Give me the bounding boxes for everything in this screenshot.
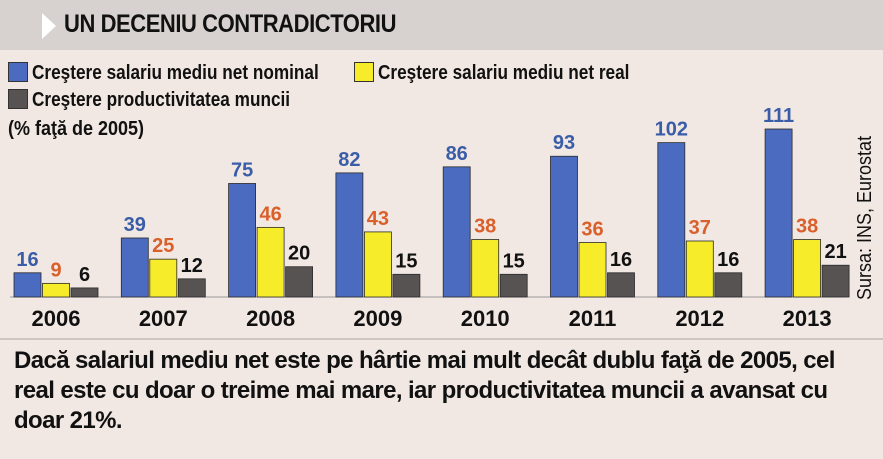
legend-item-nominal: Creştere salariu mediu net nominal	[8, 62, 365, 85]
bar-series-2-2011	[607, 272, 635, 298]
source-note: Sursa: INS, Eurostat	[854, 118, 877, 300]
data-label-series-2-2012: 16	[717, 249, 739, 271]
x-tick-label-2013: 2013	[783, 306, 832, 331]
legend-swatch-productivity	[8, 89, 28, 109]
unit-note: (% faţă de 2005)	[8, 118, 145, 140]
x-tick-label-2008: 2008	[246, 306, 295, 331]
bar-series-0-2012	[657, 142, 686, 298]
data-label-series-0-2009: 82	[338, 149, 360, 171]
source-text: Sursa: INS, Eurostat	[854, 135, 876, 300]
x-tick-label-2006: 2006	[32, 306, 81, 331]
bar-series-1-2006	[42, 282, 70, 298]
legend-label-productivity: Creştere productivitatea muncii	[32, 89, 291, 111]
bar-series-1-2007	[149, 258, 178, 298]
divider	[0, 338, 883, 340]
bar-chart: 16 9 6 2006 39 25 12 2007 75 46 20 2008 82 43 15 2009 86…	[10, 105, 850, 331]
data-label-series-0-2007: 39	[124, 214, 146, 236]
data-label-series-1-2007: 25	[152, 235, 174, 257]
bar-series-0-2008	[228, 183, 257, 298]
data-label-series-0-2010: 86	[446, 143, 468, 165]
bar-series-0-2010	[442, 166, 471, 298]
data-label-series-1-2011: 36	[581, 219, 603, 241]
data-label-series-2-2006: 6	[79, 264, 90, 286]
data-label-series-0-2013: 111	[763, 105, 794, 127]
bar-series-1-2010	[471, 239, 500, 298]
legend-label-real: Creştere salariu mediu net real	[378, 62, 630, 84]
data-label-series-0-2008: 75	[231, 159, 253, 181]
bar-series-2-2010	[499, 273, 528, 298]
data-label-series-1-2013: 38	[796, 215, 818, 237]
bar-series-2-2007	[177, 278, 206, 298]
data-label-series-0-2006: 16	[16, 249, 38, 271]
bar-series-0-2013	[764, 128, 793, 298]
legend-item-productivity: Creştere productivitatea muncii	[8, 89, 332, 112]
title-band: UN DECENIU CONTRADICTORIU	[0, 0, 883, 50]
data-label-series-1-2006: 9	[50, 259, 61, 281]
x-tick-label-2012: 2012	[675, 306, 724, 331]
data-label-series-2-2007: 12	[181, 255, 203, 277]
chart-title: UN DECENIU CONTRADICTORIU	[64, 10, 397, 38]
bar-series-0-2007	[120, 237, 149, 298]
bar-series-0-2006	[13, 272, 42, 298]
bar-series-0-2009	[335, 172, 364, 298]
bar-series-1-2012	[685, 240, 714, 298]
bar-series-2-2009	[392, 273, 421, 298]
legend-swatch-nominal	[8, 62, 28, 82]
data-label-series-2-2008: 20	[288, 243, 310, 265]
legend-label-nominal: Creştere salariu mediu net nominal	[32, 62, 319, 84]
data-label-series-0-2011: 93	[553, 132, 575, 154]
bar-series-1-2008	[256, 226, 285, 298]
bar-series-2-2013	[821, 264, 850, 298]
data-label-series-0-2012: 102	[655, 119, 688, 141]
data-label-series-2-2013: 21	[824, 241, 846, 263]
data-label-series-1-2009: 43	[367, 208, 389, 230]
x-tick-label-2010: 2010	[461, 306, 510, 331]
bar-series-1-2011	[578, 242, 607, 298]
bar-series-0-2011	[550, 155, 578, 298]
x-tick-label-2009: 2009	[353, 306, 402, 331]
data-label-series-2-2011: 16	[610, 249, 632, 271]
bar-series-2-2006	[70, 287, 99, 298]
legend-swatch-real	[354, 62, 374, 82]
data-label-series-2-2010: 15	[503, 250, 525, 272]
bar-series-1-2009	[363, 231, 392, 298]
bar-series-2-2008	[285, 266, 314, 298]
x-tick-label-2011: 2011	[569, 306, 617, 331]
bar-series-2-2012	[714, 272, 743, 298]
data-label-series-1-2008: 46	[259, 203, 281, 225]
data-label-series-2-2009: 15	[395, 250, 417, 272]
caption: Dacă salariul mediu net este pe hârtie m…	[14, 347, 835, 434]
x-tick-label-2007: 2007	[139, 306, 188, 331]
data-label-series-1-2010: 38	[474, 215, 496, 237]
data-label-series-1-2012: 37	[689, 217, 711, 239]
bar-series-1-2013	[793, 239, 821, 298]
legend-item-real: Creştere salariu mediu net real	[354, 62, 670, 85]
title-arrow-icon	[42, 13, 56, 39]
